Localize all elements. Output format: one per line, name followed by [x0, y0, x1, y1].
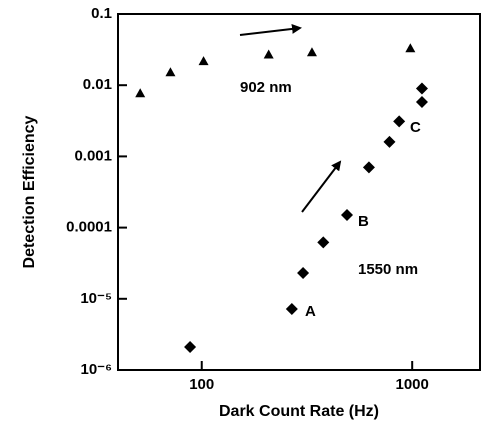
y-tick-label: 0.1: [91, 5, 112, 22]
point: [165, 67, 176, 77]
arrow: [239, 23, 302, 36]
point: [306, 47, 317, 57]
y-tick-label: 0.0001: [66, 219, 112, 236]
x-axis-label: Dark Count Rate (Hz): [219, 403, 379, 420]
point: [362, 161, 375, 174]
annotation: B: [358, 213, 369, 230]
series-label: 1550 nm: [358, 261, 418, 278]
y-tick-label: 10⁻⁶: [80, 361, 112, 378]
point: [184, 341, 197, 354]
point: [263, 49, 274, 59]
point: [415, 96, 428, 109]
plot-frame: [117, 13, 481, 371]
point: [415, 82, 428, 95]
point: [135, 88, 146, 98]
x-tick-label: 1000: [396, 376, 429, 393]
point: [317, 236, 330, 249]
annotation: C: [410, 119, 421, 136]
y-tick-label: 0.01: [83, 76, 112, 93]
point: [340, 209, 353, 222]
point: [297, 267, 310, 280]
y-tick-label: 10⁻⁵: [80, 290, 112, 307]
point: [383, 135, 396, 148]
x-tick-label: 100: [189, 376, 214, 393]
series-label: 902 nm: [240, 79, 292, 96]
point: [198, 56, 209, 66]
arrow: [301, 160, 342, 213]
y-axis-label: Detection Efficiency: [21, 115, 38, 268]
point: [393, 115, 406, 128]
annotation: A: [305, 303, 316, 320]
y-tick-label: 0.001: [74, 147, 112, 164]
point: [405, 43, 416, 53]
point: [285, 302, 298, 315]
